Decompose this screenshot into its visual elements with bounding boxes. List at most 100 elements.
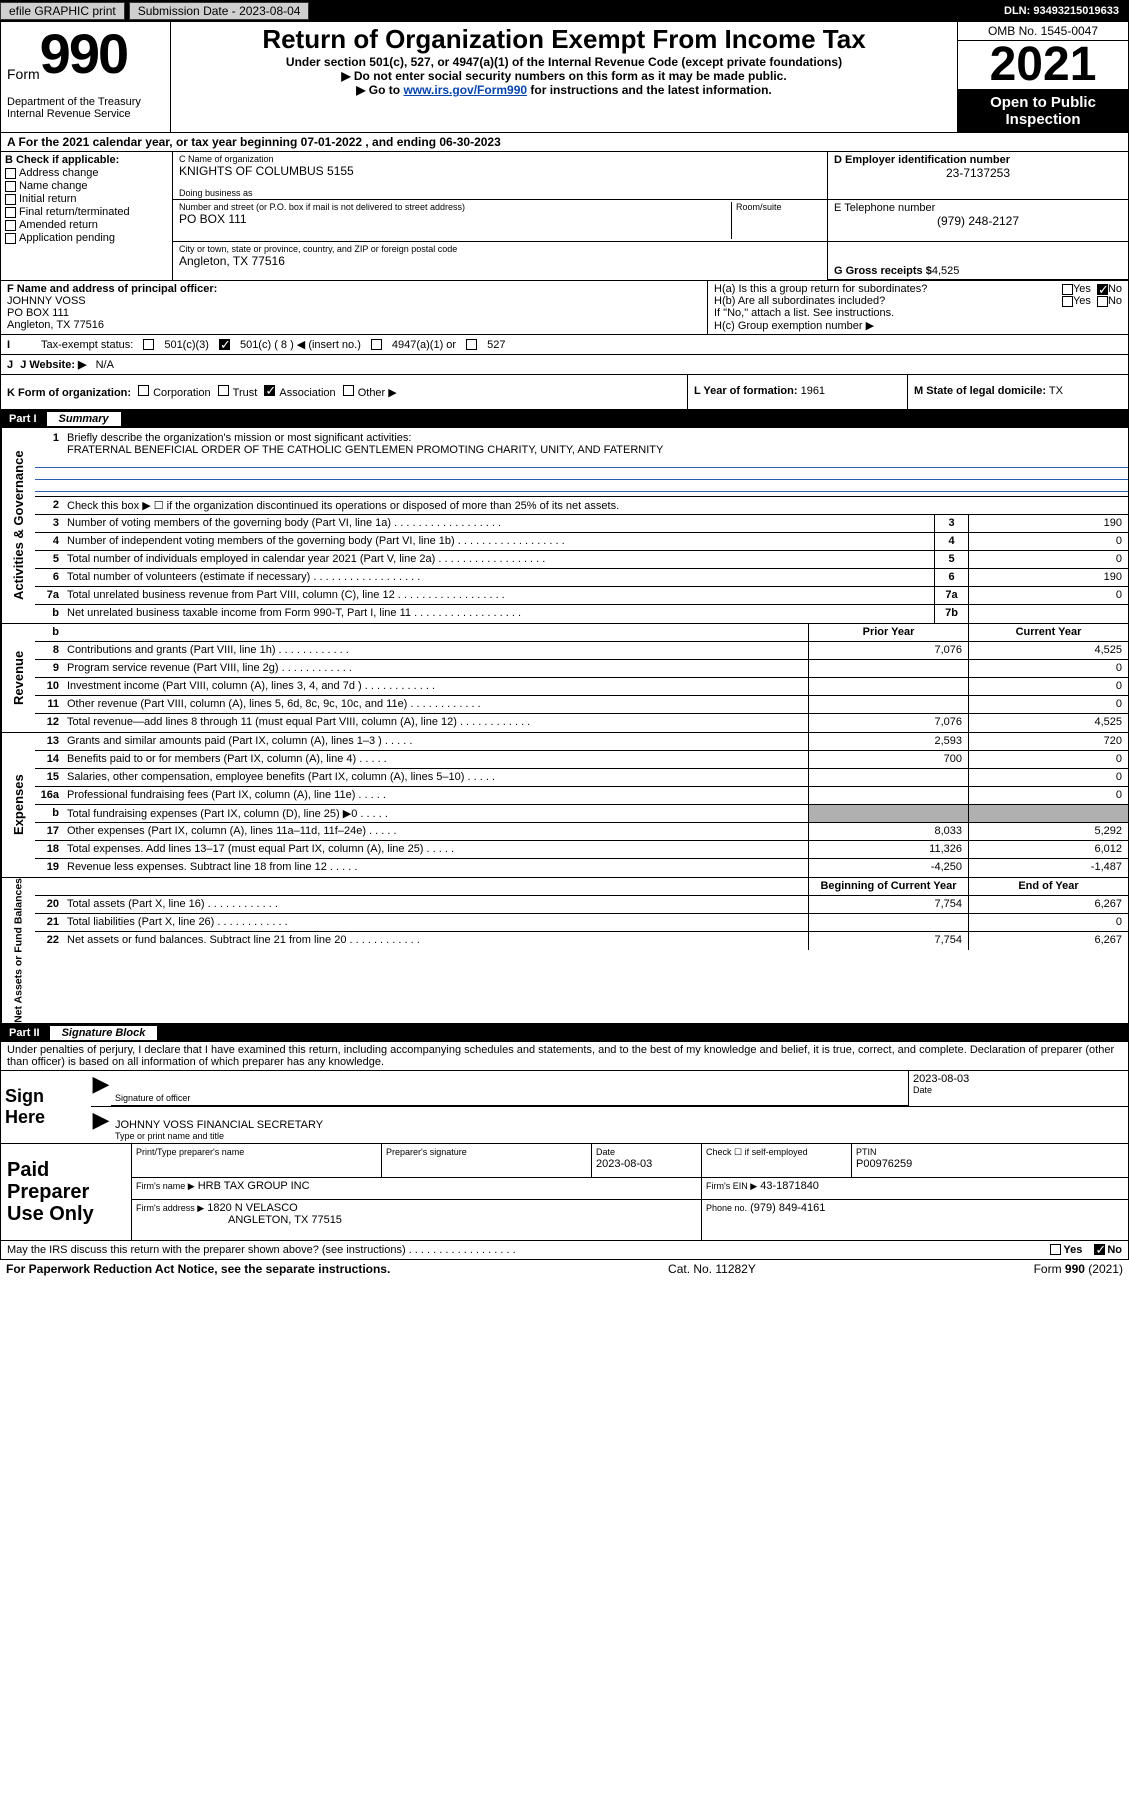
gross-value: 4,525 xyxy=(932,265,960,277)
chk-4947[interactable] xyxy=(371,339,382,350)
sig-arrow-2: ▶ xyxy=(91,1107,111,1143)
section-d: D Employer identification number 23-7137… xyxy=(828,152,1128,280)
exp-prior xyxy=(808,787,968,804)
lbl-501c3: 501(c)(3) xyxy=(164,339,209,351)
chk-initial-return[interactable] xyxy=(5,194,16,205)
sig-arrow-1: ▶ xyxy=(91,1071,111,1106)
exp-row: 19Revenue less expenses. Subtract line 1… xyxy=(35,859,1128,877)
period-line: A For the 2021 calendar year, or tax yea… xyxy=(0,133,1129,152)
rev-prior xyxy=(808,696,968,713)
discuss-yes[interactable] xyxy=(1050,1244,1061,1255)
h-c-label: H(c) Group exemption number ▶ xyxy=(714,319,1122,332)
section-m: M State of legal domicile: TX xyxy=(908,375,1128,409)
discuss-no[interactable] xyxy=(1094,1244,1105,1255)
chk-trust[interactable] xyxy=(218,385,229,396)
room-suite-label: Room/suite xyxy=(736,202,821,212)
net-prior: 7,754 xyxy=(808,932,968,950)
prep-name-label: Print/Type preparer's name xyxy=(136,1147,244,1157)
col-current-year: Current Year xyxy=(968,624,1128,641)
firm-name: HRB TAX GROUP INC xyxy=(198,1180,310,1192)
h-no2: No xyxy=(1108,295,1122,307)
chk-501c[interactable] xyxy=(219,339,230,350)
footer-left: For Paperwork Reduction Act Notice, see … xyxy=(6,1262,390,1276)
section-c: C Name of organization KNIGHTS OF COLUMB… xyxy=(173,152,828,280)
phone-value: (979) 248-2127 xyxy=(834,214,1122,228)
chk-assoc[interactable] xyxy=(264,385,275,396)
net-row: 21Total liabilities (Part X, line 26)0 xyxy=(35,914,1128,932)
efile-print-button[interactable]: efile GRAPHIC print xyxy=(0,2,125,20)
chk-address-change[interactable] xyxy=(5,168,16,179)
col-begin-year: Beginning of Current Year xyxy=(808,878,968,895)
net-curr: 0 xyxy=(968,914,1128,931)
h-b-yes[interactable] xyxy=(1062,296,1073,307)
exp-curr: 6,012 xyxy=(968,841,1128,858)
h-b-label: H(b) Are all subordinates included? xyxy=(714,295,1062,307)
k-label: K Form of organization: xyxy=(7,387,131,399)
rev-label: Investment income (Part VIII, column (A)… xyxy=(63,678,808,695)
submission-date-button[interactable]: Submission Date - 2023-08-04 xyxy=(129,2,310,20)
firm-ein: 43-1871840 xyxy=(760,1180,819,1192)
ptin-value: P00976259 xyxy=(856,1158,912,1170)
irs-link[interactable]: www.irs.gov/Form990 xyxy=(403,83,527,97)
exp-row: bTotal fundraising expenses (Part IX, co… xyxy=(35,805,1128,823)
chk-final-return[interactable] xyxy=(5,207,16,218)
exp-prior: -4,250 xyxy=(808,859,968,877)
chk-501c3[interactable] xyxy=(143,339,154,350)
chk-527[interactable] xyxy=(466,339,477,350)
exp-label: Revenue less expenses. Subtract line 18 … xyxy=(63,859,808,877)
gov-val: 0 xyxy=(968,533,1128,550)
gov-val: 190 xyxy=(968,515,1128,532)
chk-app-pending[interactable] xyxy=(5,233,16,244)
check-self-employed: Check ☐ if self-employed xyxy=(706,1147,808,1157)
net-curr: 6,267 xyxy=(968,896,1128,913)
firm-phone: (979) 849-4161 xyxy=(750,1202,825,1214)
discuss-no-lbl: No xyxy=(1107,1244,1122,1256)
gov-row: bNet unrelated business taxable income f… xyxy=(35,605,1128,623)
website-label: J Website: ▶ xyxy=(20,359,86,371)
ein-label: D Employer identification number xyxy=(834,154,1122,166)
exp-prior xyxy=(808,769,968,786)
rev-row: 10Investment income (Part VIII, column (… xyxy=(35,678,1128,696)
section-i: I Tax-exempt status: 501(c)(3) 501(c) ( … xyxy=(0,335,1129,355)
section-h: H(a) Is this a group return for subordin… xyxy=(708,281,1128,334)
section-b: B Check if applicable: Address change Na… xyxy=(1,152,173,280)
gov-row: 6Total number of volunteers (estimate if… xyxy=(35,569,1128,587)
gov-box: 7a xyxy=(934,587,968,604)
rev-row: 12Total revenue—add lines 8 through 11 (… xyxy=(35,714,1128,732)
chk-name-change[interactable] xyxy=(5,181,16,192)
mission-rule-3 xyxy=(35,484,1128,492)
rev-label: Total revenue—add lines 8 through 11 (mu… xyxy=(63,714,808,732)
m-label: M State of legal domicile: xyxy=(914,385,1046,397)
side-expenses: Expenses xyxy=(1,733,35,877)
h-a-no[interactable] xyxy=(1097,284,1108,295)
sig-date-label: Date xyxy=(913,1085,1124,1095)
gov-row: 3Number of voting members of the governi… xyxy=(35,515,1128,533)
exp-prior: 11,326 xyxy=(808,841,968,858)
gross-label: G Gross receipts $ xyxy=(834,265,932,277)
h-a-yes[interactable] xyxy=(1062,284,1073,295)
goto-line: ▶ Go to www.irs.gov/Form990 for instruct… xyxy=(179,83,949,97)
firm-name-label: Firm's name ▶ xyxy=(136,1181,195,1191)
lbl-corp: Corporation xyxy=(153,387,210,399)
gov-box: 4 xyxy=(934,533,968,550)
gov-val xyxy=(968,605,1128,623)
h-yes2: Yes xyxy=(1073,295,1091,307)
chk-other[interactable] xyxy=(343,385,354,396)
officer-label: F Name and address of principal officer: xyxy=(7,283,701,295)
exp-label: Total expenses. Add lines 13–17 (must eq… xyxy=(63,841,808,858)
paid-preparer-label: Paid Preparer Use Only xyxy=(1,1144,131,1240)
sign-here-row: Sign Here ▶ Signature of officer 2023-08… xyxy=(1,1071,1128,1144)
ein-value: 23-7137253 xyxy=(834,166,1122,180)
lbl-527: 527 xyxy=(487,339,505,351)
lbl-address-change: Address change xyxy=(19,167,99,179)
exp-label: Salaries, other compensation, employee b… xyxy=(63,769,808,786)
form-number: 990 xyxy=(40,26,127,82)
lbl-final-return: Final return/terminated xyxy=(19,206,130,218)
chk-amended-return[interactable] xyxy=(5,220,16,231)
net-label: Total liabilities (Part X, line 26) xyxy=(63,914,808,931)
exp-curr: 0 xyxy=(968,751,1128,768)
officer-line2: PO BOX 111 xyxy=(7,307,701,319)
chk-corp[interactable] xyxy=(138,385,149,396)
exp-curr: 0 xyxy=(968,769,1128,786)
gov-box: 5 xyxy=(934,551,968,568)
